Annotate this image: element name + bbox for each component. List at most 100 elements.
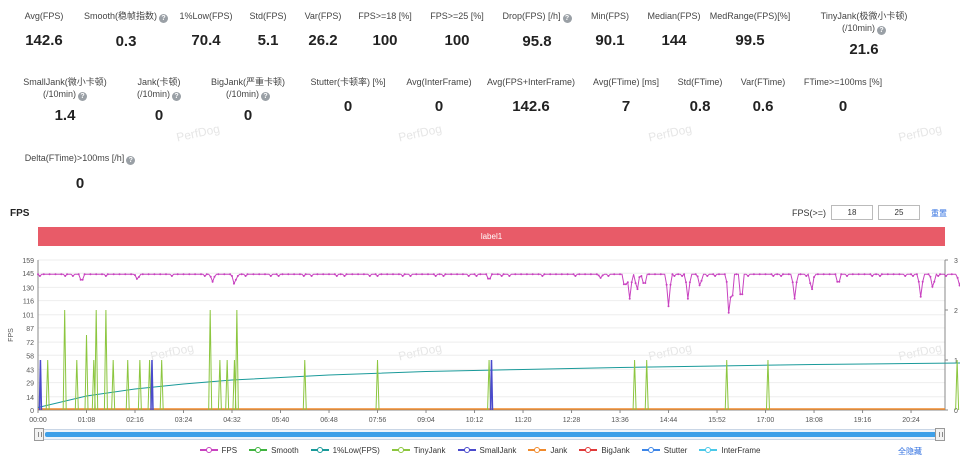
tinyjank-spike: [644, 359, 649, 411]
x-tick-label: 13:36: [611, 417, 629, 424]
metric-label-text: Smooth(稳帧指数): [83, 11, 157, 21]
legend-item[interactable]: Jank: [528, 446, 567, 455]
section-title: FPS: [10, 208, 30, 219]
legend-marker-icon: [699, 447, 718, 453]
tinyjank-spike: [62, 309, 67, 411]
fps-point: [380, 273, 383, 276]
fps-point: [233, 282, 235, 285]
fps-threshold-high-input[interactable]: [878, 205, 920, 220]
metric-label: TinyJank(极微小卡顿) (/10min)?: [799, 10, 929, 35]
y2-tick-label: 3: [954, 258, 958, 265]
fps-point: [200, 273, 202, 276]
fps-point: [236, 275, 239, 277]
help-icon[interactable]: ?: [562, 14, 572, 23]
fps-point: [479, 273, 482, 276]
legend-marker-icon: [249, 447, 268, 453]
fps-point: [176, 273, 179, 276]
help-icon[interactable]: ?: [126, 156, 136, 165]
fps-point: [77, 273, 80, 276]
fps-point: [229, 273, 232, 276]
range-start-handle[interactable]: [34, 428, 44, 441]
fps-point: [851, 273, 854, 276]
legend-item[interactable]: Smooth: [249, 446, 299, 455]
fps-point: [683, 273, 686, 276]
fps-point: [223, 273, 226, 276]
legend-item[interactable]: 1%Low(FPS): [310, 446, 380, 455]
metric-label: FPS>=18 [%]: [320, 10, 450, 22]
fps-point: [240, 273, 243, 276]
metric-label-text: 1%Low(FPS): [179, 11, 233, 21]
metric-label: FTime>=100ms [%]: [778, 76, 908, 88]
fps-point: [397, 273, 400, 276]
fps-point: [473, 273, 476, 276]
metric-value: 0: [838, 98, 848, 115]
metric-card: Median(FPS) 144: [609, 10, 739, 49]
fps-point: [758, 273, 761, 276]
metric-value: 5.1: [257, 32, 279, 49]
tinyjank-spike: [74, 359, 79, 411]
help-icon[interactable]: ?: [172, 92, 181, 101]
fps-point: [71, 275, 74, 277]
fps-point: [747, 275, 750, 277]
fps-point: [244, 275, 247, 277]
tinyjank-spike: [45, 359, 50, 411]
metric-value: 0: [75, 175, 85, 192]
legend-item[interactable]: BigJank: [579, 446, 630, 455]
y2-tick-label: 1: [954, 358, 958, 365]
fps-point: [485, 273, 488, 276]
time-range-scrollbar[interactable]: [38, 429, 945, 440]
fps-point: [328, 273, 330, 276]
legend-item[interactable]: SmallJank: [457, 446, 516, 455]
help-icon[interactable]: ?: [78, 92, 87, 101]
x-tick-label: 10:12: [466, 417, 484, 424]
fps-point: [351, 273, 354, 276]
fps-point: [735, 273, 738, 276]
time-range-selection[interactable]: [45, 432, 938, 437]
metric-label: FPS>=25 [%]: [392, 10, 522, 22]
help-icon[interactable]: ?: [877, 26, 886, 35]
hide-all-button[interactable]: 全隐藏: [898, 447, 922, 456]
help-icon[interactable]: ?: [261, 92, 270, 101]
legend-item[interactable]: InterFrame: [699, 446, 760, 455]
reset-button[interactable]: 重置: [931, 209, 947, 218]
legend-label: Jank: [550, 445, 568, 455]
metric-label-text: SmallJank(微小卡顿): [23, 77, 107, 87]
fps-point: [921, 280, 924, 283]
fps-point: [362, 273, 365, 276]
watermark: PerfDog: [397, 121, 444, 145]
fps-threshold-low-input[interactable]: [831, 205, 873, 220]
legend-item[interactable]: TinyJank: [391, 446, 446, 455]
legend-item[interactable]: FPS: [199, 446, 237, 455]
metric-label-text: Std(FTime): [677, 77, 723, 87]
help-icon[interactable]: ?: [159, 14, 168, 23]
metric-label-text: Avg(FTime) [ms]: [592, 77, 659, 87]
watermark: PerfDog: [175, 121, 222, 145]
fps-point: [401, 275, 404, 277]
fps-point: [898, 273, 901, 276]
fps-point: [578, 273, 581, 276]
label-bar[interactable]: label1: [38, 227, 945, 246]
fps-point: [147, 273, 150, 276]
fps-point: [310, 275, 313, 277]
fps-point: [339, 273, 342, 276]
fps-point: [793, 297, 796, 300]
fps-point: [630, 281, 633, 284]
legend-marker-icon: [199, 447, 218, 453]
y2-tick-label: 0: [954, 408, 958, 415]
metric-label-text: FPS>=18 [%]: [358, 11, 412, 21]
fps-chart[interactable]: 0 14 29 43 58 72 87 101 116 130 145 159 0 1 2 3 FPS 00:00…: [0, 248, 960, 428]
legend-item[interactable]: Stutter: [641, 446, 687, 455]
fps-point: [231, 275, 233, 277]
watermark: PerfDog: [897, 121, 944, 145]
fps-point: [857, 273, 860, 276]
metric-card: Stutter(卡顿率) [%] 0: [283, 76, 413, 115]
fps-point: [37, 273, 39, 276]
fps-point: [929, 275, 932, 278]
fps-point: [392, 273, 394, 276]
fps-point: [302, 275, 305, 277]
fps-point: [281, 273, 284, 276]
y-tick-label: 101: [22, 313, 34, 320]
metric-card: SmallJank(微小卡顿) (/10min)? 1.4: [0, 76, 130, 124]
fps-point: [461, 273, 464, 276]
range-end-handle[interactable]: [935, 428, 945, 441]
